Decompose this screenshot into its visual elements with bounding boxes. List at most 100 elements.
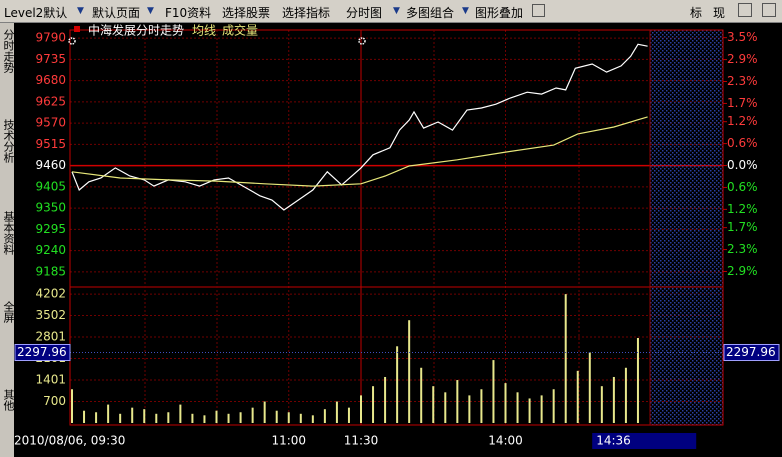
volume-bar xyxy=(215,410,218,423)
volume-bar xyxy=(612,376,615,423)
window-button[interactable] xyxy=(762,3,776,17)
volume-bar xyxy=(275,410,278,423)
marker xyxy=(68,37,366,45)
volume-bar xyxy=(287,412,290,423)
menu-item[interactable]: 默认页面 xyxy=(92,6,141,20)
side-tab[interactable]: 技术分析 xyxy=(2,119,15,163)
volume-bar xyxy=(372,386,375,423)
menu-item[interactable]: 选择指标 xyxy=(282,6,331,20)
volume-bar xyxy=(347,407,350,423)
y2-tick-label: 1.2% xyxy=(727,114,758,128)
x-tick-label: 14:00 xyxy=(488,434,523,448)
y-tick-label: 700 xyxy=(43,394,66,408)
volume-bar xyxy=(155,413,158,423)
close-icon[interactable] xyxy=(74,26,80,32)
y2-tick-label: 2.3% xyxy=(727,74,758,88)
volume-bar xyxy=(95,412,98,423)
volume-bar xyxy=(468,395,471,423)
menu-item[interactable]: Level2默认 xyxy=(4,6,68,20)
volume-bar xyxy=(552,389,555,423)
volume-bar xyxy=(408,320,411,423)
y-tick-label: 9570 xyxy=(35,116,66,130)
y-tick-label: 9295 xyxy=(35,222,66,236)
volume-bar xyxy=(71,389,73,423)
volume-bar xyxy=(143,409,146,423)
y2-tick-label: 1.2% xyxy=(727,202,758,216)
menu-item[interactable]: 标 xyxy=(690,6,703,20)
volume-bar xyxy=(564,294,567,423)
dropdown-arrow[interactable]: ▼ xyxy=(462,6,469,16)
menu-item[interactable]: 多图组合 xyxy=(406,6,455,20)
menu-item[interactable]: 分时图 xyxy=(346,6,383,20)
volume-bar xyxy=(600,386,603,423)
lock-icon[interactable] xyxy=(532,4,545,17)
dropdown-arrow[interactable]: ▼ xyxy=(393,6,400,16)
future-area xyxy=(650,30,723,425)
volume-bar xyxy=(203,415,206,423)
side-tab[interactable]: 基本资料 xyxy=(2,211,15,255)
volume-bar xyxy=(624,367,627,423)
y-tick-label: 9185 xyxy=(35,264,66,278)
y-tick-label: 9405 xyxy=(35,179,66,193)
chart-title: 中海发展分时走势 xyxy=(88,23,184,38)
plot-frame xyxy=(69,29,724,426)
volume-bar xyxy=(335,401,338,423)
volume-bar xyxy=(456,380,459,423)
side-tab[interactable]: 全屏 xyxy=(2,301,15,323)
dropdown-arrow[interactable]: ▼ xyxy=(77,6,84,16)
legend-entry: 均线 xyxy=(192,24,216,38)
y-tick-label: 2801 xyxy=(35,330,66,344)
y2-tick-label: 0.0% xyxy=(727,158,758,172)
volume-bar xyxy=(516,392,519,423)
y-tick-label: 4202 xyxy=(35,287,66,301)
side-tab[interactable]: 分时走势 xyxy=(2,29,15,73)
side-tab[interactable]: 其他 xyxy=(2,389,15,411)
x-tick-label: 11:30 xyxy=(344,434,379,448)
volume-bar xyxy=(239,412,242,423)
y2-tick-label: 2.3% xyxy=(727,242,758,256)
y-tick-label: 9680 xyxy=(35,73,66,87)
volume-bar xyxy=(191,413,194,423)
y-tick-label: 2101 xyxy=(35,351,66,365)
y2-tick-label: 2.9% xyxy=(727,264,758,278)
y2-tick-label: 2.9% xyxy=(727,52,758,66)
volume-bar xyxy=(131,407,134,423)
volume-bar xyxy=(432,386,435,423)
y2-tick-label: 0.6% xyxy=(727,180,758,194)
price-line xyxy=(71,43,648,211)
menu-item[interactable]: 图形叠加 xyxy=(475,6,524,20)
cursor-time-box xyxy=(592,433,697,449)
volume-bar xyxy=(311,415,314,423)
y2-tick-label: 1.7% xyxy=(727,96,758,110)
y-tick-label: 3502 xyxy=(35,308,66,322)
y-tick-label: 9515 xyxy=(35,137,66,151)
cursor-box xyxy=(14,343,71,361)
y-tick-label: 1401 xyxy=(35,373,66,387)
y-tick-label: 9625 xyxy=(35,94,66,108)
volume-bar xyxy=(83,410,86,423)
menu-item[interactable]: F10资料 xyxy=(165,6,212,20)
volume-bar xyxy=(540,395,543,423)
y-tick-label: 9790 xyxy=(35,31,66,45)
x-tick-label: 2010/08/06, 09:30 xyxy=(14,434,125,448)
y-tick-label: 9735 xyxy=(35,52,66,66)
menu-item[interactable]: 现 xyxy=(713,6,726,20)
volume-bar xyxy=(444,392,447,423)
volume-bar xyxy=(588,352,591,423)
volume-bar xyxy=(528,398,531,423)
y-tick-label: 9350 xyxy=(35,201,66,215)
volume-bar xyxy=(396,346,399,423)
y-tick-label: 9240 xyxy=(35,243,66,257)
price-line xyxy=(71,116,648,187)
volume-bar xyxy=(167,412,170,423)
window-button[interactable] xyxy=(738,3,752,17)
volume-bar xyxy=(360,395,362,423)
volume-bar xyxy=(576,370,579,423)
volume-bar xyxy=(299,413,302,423)
volume-bar xyxy=(384,376,387,423)
cursor-time: 14:36 xyxy=(596,434,631,448)
dropdown-arrow[interactable]: ▼ xyxy=(147,6,154,16)
menu-item[interactable]: 选择股票 xyxy=(222,6,271,20)
